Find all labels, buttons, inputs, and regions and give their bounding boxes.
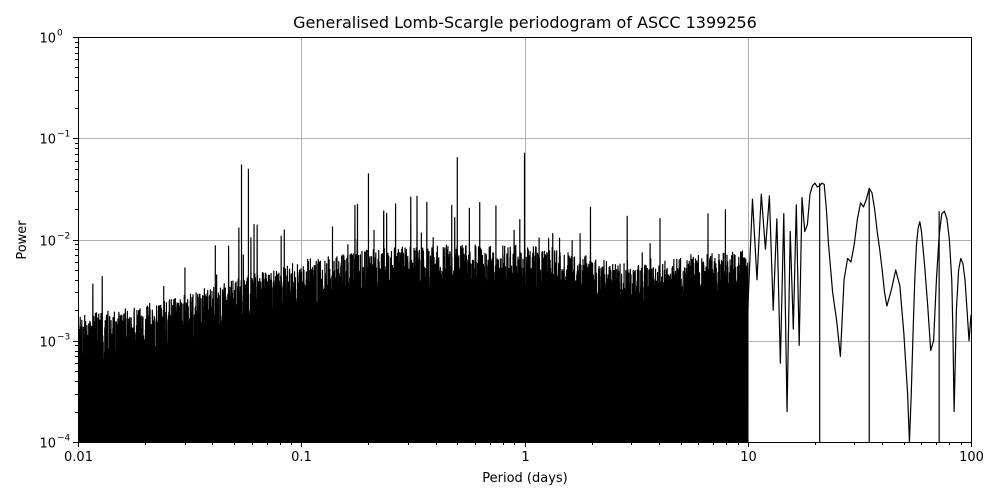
x-tick-label: 1 [521,450,529,465]
y-tick-base: 10 [39,336,56,351]
y-tick-base: 10 [39,32,56,47]
y-tick-exponent: −3 [57,333,70,343]
y-tick-exponent: 0 [57,29,63,39]
plot-frame [78,37,972,443]
plot-area [78,152,971,442]
y-axis-label: Power [15,220,30,260]
y-tick-base: 10 [39,235,56,250]
y-tick-label: 10 [39,235,56,250]
x-tick-label: 0.1 [291,450,312,465]
x-axis-ticks: 0.01 0.1 1 10 100 [64,442,984,465]
y-tick-base: 10 [39,133,56,148]
periodogram-noise-region [78,195,749,442]
y-tick-base: 10 [39,437,56,452]
y-tick-label: 10 [39,437,56,452]
y-tick-label: 10 [39,336,56,351]
y-tick-label: 10 [39,133,56,148]
x-axis-label: Period (days) [482,471,568,486]
periodogram-series-line [747,182,971,442]
y-tick-label: 10 [39,32,56,47]
y-tick-exponent: −1 [57,130,70,140]
x-tick-label: 0.01 [64,450,93,465]
y-tick-exponent: −4 [57,434,71,444]
x-tick-label: 10 [740,450,757,465]
chart-title: Generalised Lomb-Scargle periodogram of … [293,13,757,32]
y-tick-exponent: −2 [57,232,70,242]
x-tick-label: 100 [959,450,984,465]
